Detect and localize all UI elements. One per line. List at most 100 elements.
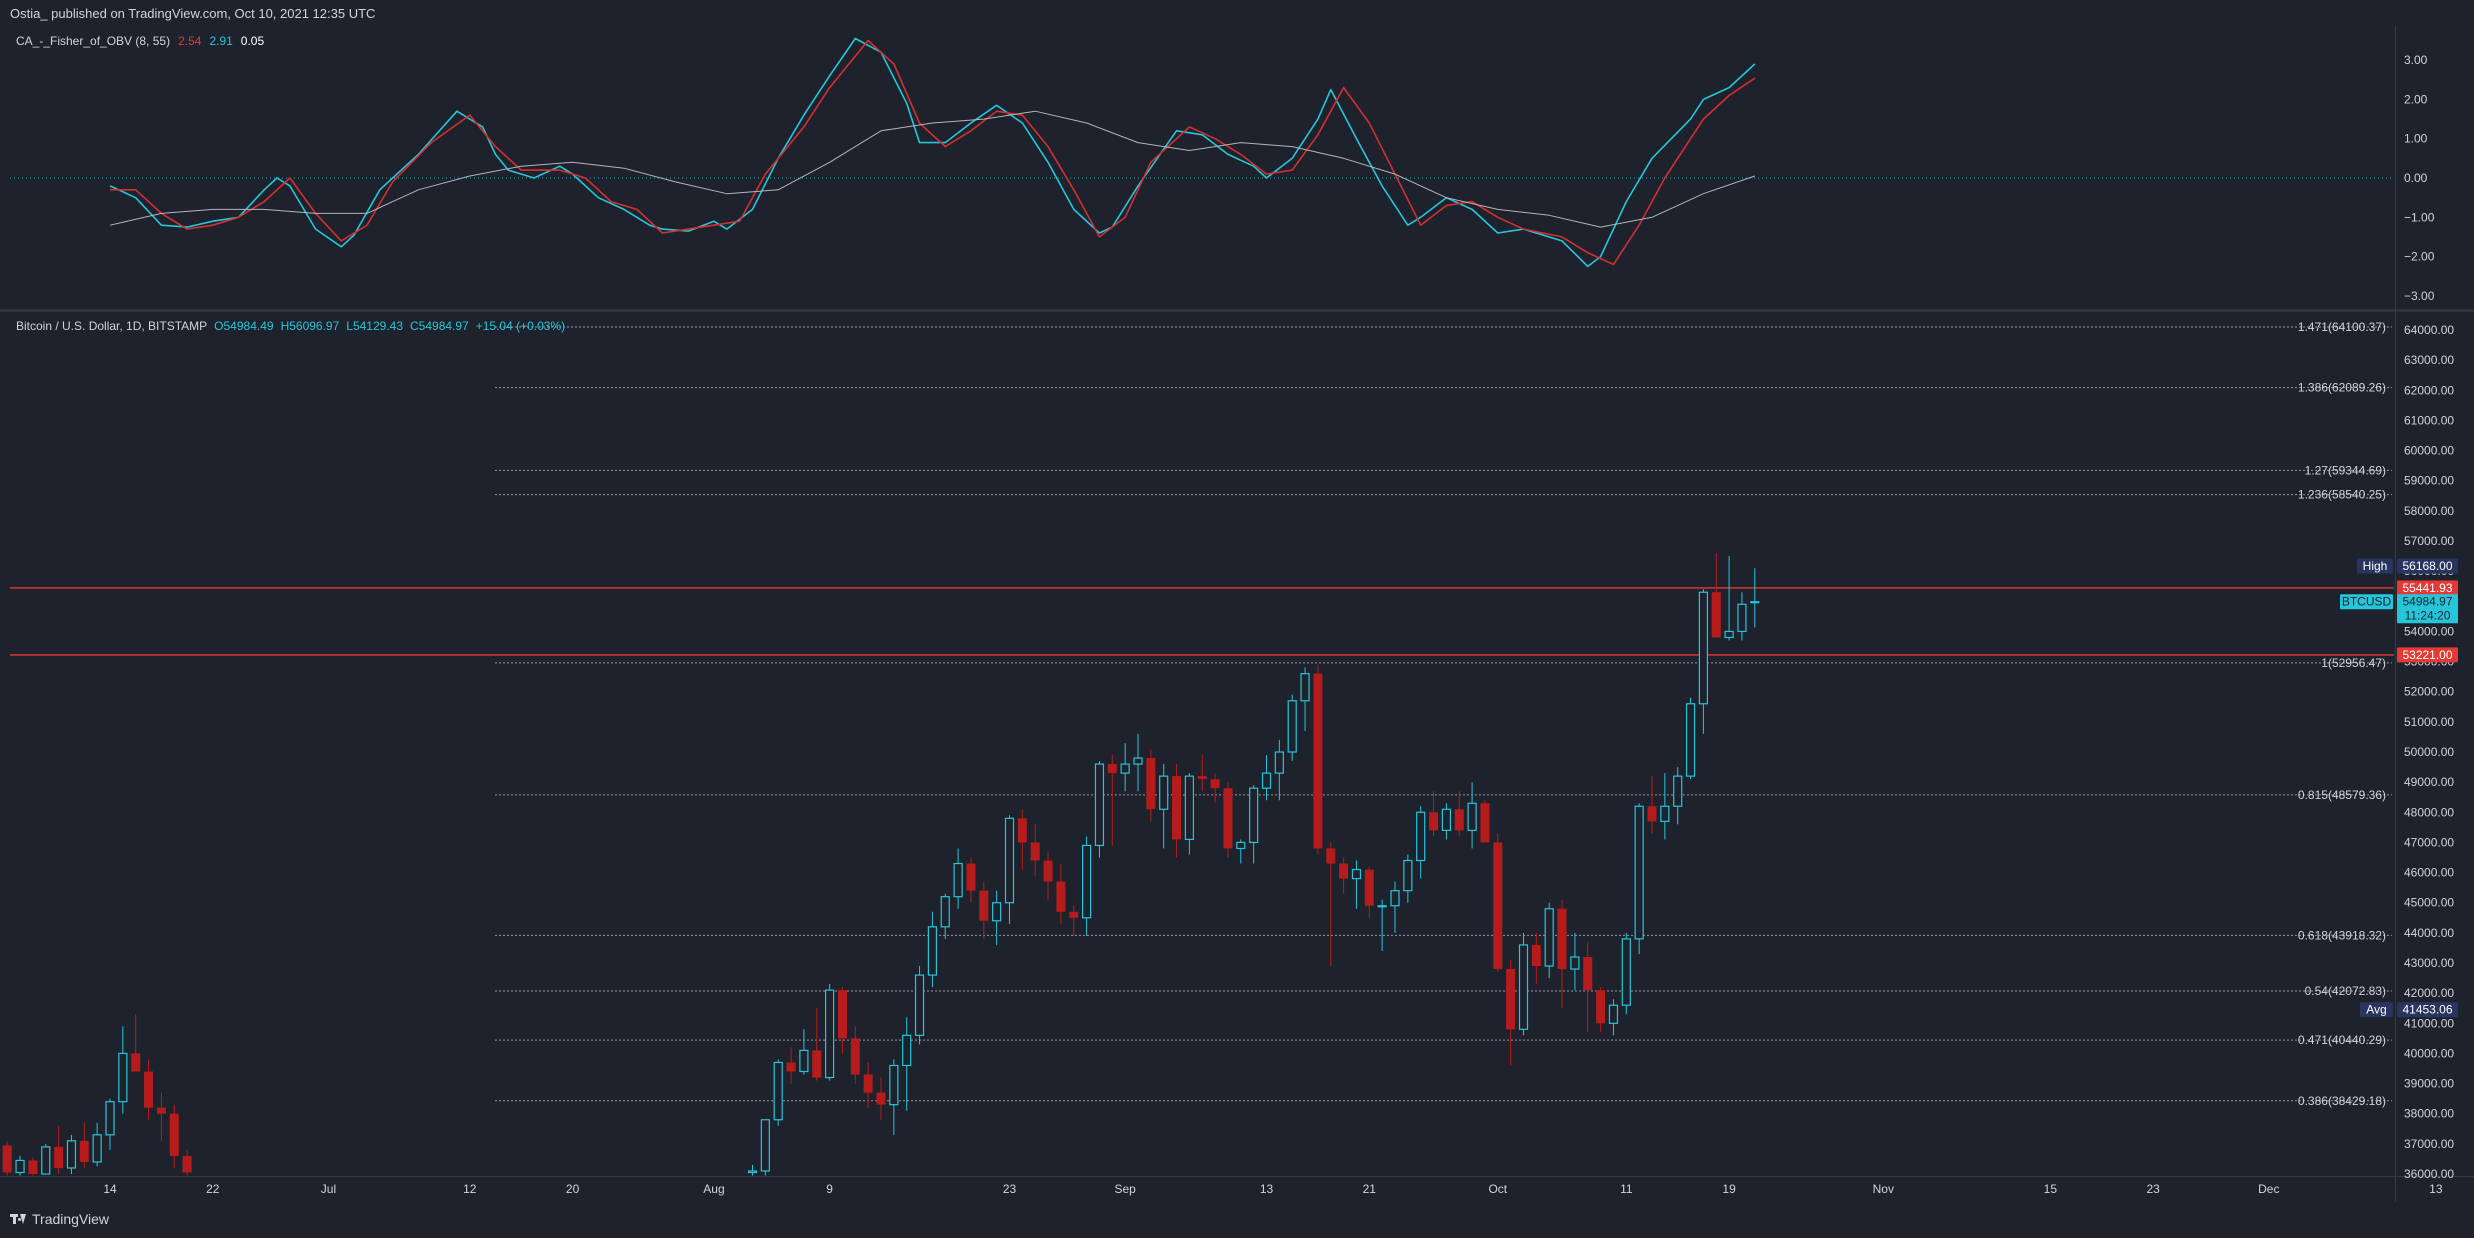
- candle[interactable]: [1621, 932, 1631, 1015]
- candle[interactable]: [1390, 881, 1400, 933]
- candle[interactable]: [2, 1140, 12, 1176]
- candle[interactable]: [1557, 899, 1567, 1009]
- candle[interactable]: [1313, 664, 1323, 855]
- candle[interactable]: [182, 1149, 192, 1176]
- candles[interactable]: [2, 553, 1760, 1176]
- candle[interactable]: [1351, 860, 1362, 909]
- candle[interactable]: [1454, 791, 1464, 837]
- candle[interactable]: [1364, 866, 1374, 918]
- candle[interactable]: [105, 1098, 115, 1150]
- candle[interactable]: [1172, 764, 1182, 858]
- candle[interactable]: [1339, 857, 1349, 894]
- candle[interactable]: [1750, 568, 1760, 628]
- candle[interactable]: [1403, 854, 1413, 903]
- candle[interactable]: [1120, 742, 1130, 792]
- candle[interactable]: [1094, 761, 1105, 858]
- candle[interactable]: [1133, 733, 1143, 792]
- candle[interactable]: [1429, 791, 1439, 837]
- candle[interactable]: [1056, 863, 1066, 924]
- candle[interactable]: [1673, 767, 1683, 825]
- candle[interactable]: [889, 1059, 899, 1135]
- candle[interactable]: [144, 1059, 154, 1120]
- candle[interactable]: [1634, 803, 1644, 954]
- candle[interactable]: [1596, 987, 1606, 1033]
- candle[interactable]: [1570, 932, 1580, 991]
- candle[interactable]: [1493, 833, 1503, 973]
- candle[interactable]: [863, 1062, 873, 1108]
- candle[interactable]: [1210, 773, 1220, 804]
- candle[interactable]: [1467, 782, 1477, 849]
- candle[interactable]: [1685, 697, 1696, 780]
- candle[interactable]: [992, 890, 1002, 945]
- candle[interactable]: [902, 1017, 912, 1111]
- candle[interactable]: [169, 1104, 179, 1168]
- candle[interactable]: [876, 1077, 886, 1120]
- candle[interactable]: [1711, 553, 1721, 638]
- candle[interactable]: [979, 881, 989, 939]
- candle[interactable]: [1531, 932, 1541, 985]
- candle[interactable]: [1197, 755, 1207, 792]
- candle[interactable]: [131, 1014, 141, 1072]
- candle[interactable]: [79, 1122, 89, 1168]
- candle[interactable]: [1043, 851, 1053, 900]
- candle[interactable]: [1737, 592, 1747, 641]
- candle[interactable]: [1107, 755, 1117, 846]
- candle[interactable]: [773, 1059, 783, 1126]
- candle[interactable]: [1698, 589, 1709, 734]
- candle[interactable]: [1480, 800, 1490, 843]
- candle[interactable]: [1608, 999, 1619, 1036]
- candle[interactable]: [1583, 941, 1593, 1033]
- symbol-legend[interactable]: Bitcoin / U.S. Dollar, 1D, BITSTAMP O5498…: [16, 319, 572, 333]
- candle[interactable]: [1159, 764, 1169, 849]
- candle[interactable]: [118, 1026, 128, 1114]
- candle[interactable]: [1300, 667, 1310, 731]
- chart-canvas[interactable]: 3.00 2.00 1.00 0.00 −1.00 −2.00 −3.00 1.471(641…: [0, 26, 2474, 1202]
- candle[interactable]: [1069, 905, 1079, 936]
- candle[interactable]: [1274, 739, 1284, 801]
- candle[interactable]: [927, 911, 938, 988]
- candle[interactable]: [1004, 815, 1015, 924]
- candle[interactable]: [1506, 959, 1516, 1066]
- candle[interactable]: [1544, 902, 1554, 979]
- candle[interactable]: [41, 1143, 51, 1175]
- price-pane[interactable]: 1.471(64100.37) 1.386(62089.26) 1.27(59344…: [2, 320, 2455, 1181]
- candle[interactable]: [1184, 773, 1195, 855]
- candle[interactable]: [953, 848, 963, 909]
- candle[interactable]: [812, 1008, 822, 1081]
- candle[interactable]: [1326, 842, 1336, 967]
- candle[interactable]: [1416, 806, 1426, 879]
- candle[interactable]: [1441, 803, 1452, 840]
- candle[interactable]: [1081, 836, 1092, 936]
- candle[interactable]: [837, 987, 847, 1054]
- candle[interactable]: [1030, 824, 1040, 876]
- candle[interactable]: [54, 1125, 64, 1175]
- candle[interactable]: [786, 1047, 796, 1084]
- candle[interactable]: [1287, 694, 1297, 762]
- candle[interactable]: [1146, 748, 1156, 822]
- candle[interactable]: [1223, 782, 1233, 858]
- indicator-pane[interactable]: 3.00 2.00 1.00 0.00 −1.00 −2.00 −3.00: [10, 37, 2435, 303]
- candle[interactable]: [1518, 932, 1529, 1036]
- candle[interactable]: [940, 893, 950, 939]
- candle[interactable]: [1647, 776, 1657, 834]
- candle[interactable]: [747, 1164, 758, 1176]
- candle[interactable]: [760, 1119, 770, 1176]
- candle[interactable]: [66, 1134, 77, 1175]
- candle[interactable]: [824, 984, 835, 1081]
- candle[interactable]: [1261, 755, 1272, 801]
- candle[interactable]: [92, 1122, 102, 1167]
- candle[interactable]: [1724, 556, 1734, 641]
- candle[interactable]: [156, 1092, 166, 1141]
- candle[interactable]: [15, 1155, 25, 1176]
- candle[interactable]: [28, 1157, 38, 1176]
- indicator-legend[interactable]: CA_-_Fisher_of_OBV (8, 55) 2.54 2.91 0.05: [16, 34, 272, 48]
- candle[interactable]: [1017, 809, 1027, 870]
- candle[interactable]: [799, 1029, 809, 1075]
- candle[interactable]: [850, 1026, 860, 1084]
- candle[interactable]: [1249, 785, 1259, 864]
- candle[interactable]: [966, 857, 976, 903]
- candle[interactable]: [914, 966, 925, 1045]
- tradingview-logo[interactable]: TradingView: [10, 1211, 109, 1227]
- candle[interactable]: [1236, 839, 1246, 864]
- candle[interactable]: [1660, 773, 1670, 840]
